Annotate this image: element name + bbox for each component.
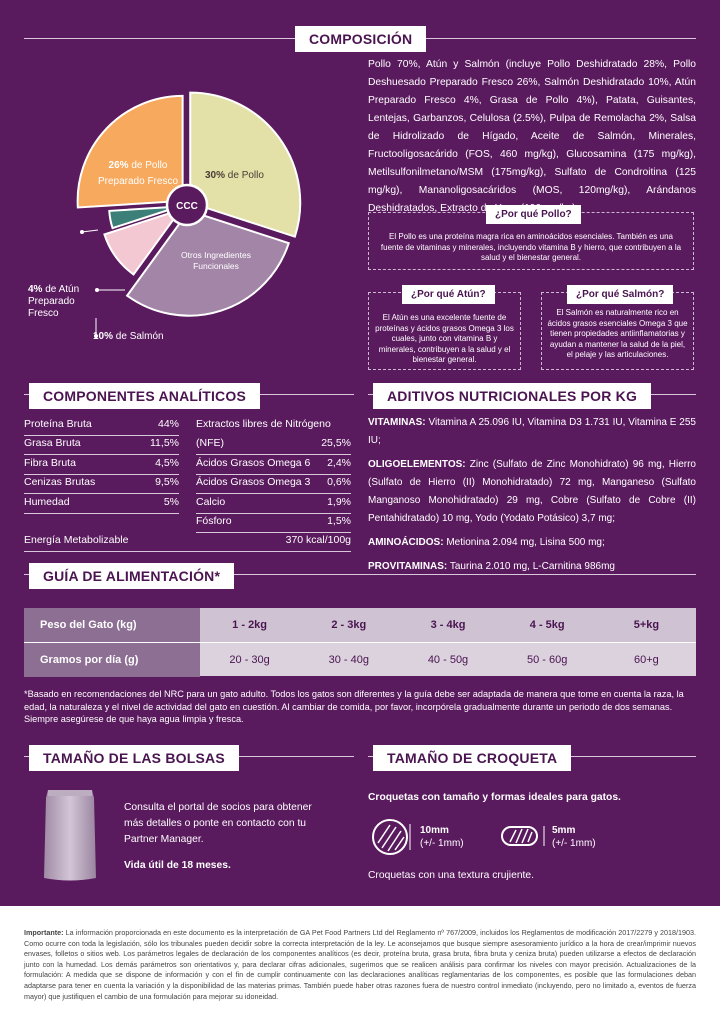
pie-label-chicken: 30% de Pollo [205,170,264,181]
bags-shelf-life: Vida útil de 18 meses. [124,860,231,871]
analytic-row: Grasa Bruta 11,5% [24,437,179,455]
analytic-nfe-line1: Extractos libres de Nitrógeno [196,418,331,430]
pie-label-salmon: 10% de Salmón [93,331,164,342]
pie-slice [76,94,184,209]
feeding-grams-cell: 20 - 30g [229,653,270,666]
pie-slice [125,209,290,317]
feeding-weight-cell: 5+kg [633,619,660,631]
feeding-grams-cell: 60+g [634,653,659,666]
why-salmon-title: ¿Por qué Salmón? [567,285,674,304]
pie-center-label: CCC [176,201,198,212]
why-tuna-title: ¿Por qué Atún? [402,285,495,304]
feeding-grams-header: Gramos por día (g) [24,642,200,677]
analytic-row: Ácidos Grasos Omega 3 0,6% [196,476,351,494]
kibble-title: TAMAÑO DE CROQUETA [373,745,572,771]
feeding-weight-cell: 2 - 3kg [331,619,367,631]
composition-pie-chart: CCC [76,91,302,317]
kibble-tol-1: (+/- 1mm) [420,838,464,849]
feeding-weight-cell: 3 - 4kg [430,619,466,631]
feeding-weight-cell: 4 - 5kg [529,619,565,631]
feeding-weight-header: Peso del Gato (kg) [24,608,200,642]
analytic-row: Humedad 5% [24,496,179,514]
kibble-tol-2: (+/- 1mm) [552,838,596,849]
kibble-round-icon [372,819,408,855]
composition-title: COMPOSICIÓN [295,26,427,52]
kibble-texture: Croquetas con una textura crujiente. [368,870,534,881]
feeding-grams-cell: 30 - 40g [328,653,369,666]
bags-text: Consulta el portal de socios para obtene… [124,802,312,845]
pie-center-badge [165,183,209,227]
kibble-oval-icon [501,826,538,846]
analytic-energy-row: Energía Metabolizable 370 kcal/100g [24,534,351,552]
section-rule [24,574,696,575]
legal-footer: Importante: La información proporcionada… [24,928,697,1001]
pie-slice [189,91,302,238]
analytic-row: Calcio 1,9% [196,496,351,514]
why-chicken-title: ¿Por qué Pollo? [486,205,581,224]
kibble-subtitle: Croquetas con tamaño y formas ideales pa… [368,792,621,803]
bag-icon [44,790,96,881]
analytic-row: Fibra Bruta 4,5% [24,457,179,475]
additives-title: ADITIVOS NUTRICIONALES POR KG [373,383,652,409]
analytic-row: Fósforo 1,5% [196,515,351,533]
why-chicken-text: El Pollo es una proteína magra rica en a… [380,232,682,262]
pie-label-tuna: 4% de Atún Preparado Fresco [28,284,80,319]
composition-text: Pollo 70%, Atún y Salmón (incluye Pollo … [368,59,696,214]
feeding-weight-row: Peso del Gato (kg) 1 - 2kg 2 - 3kg 3 - 4… [24,608,696,642]
pie-leader-lines [80,229,125,338]
analytic-row: Ácidos Grasos Omega 6 2,4% [196,457,351,475]
feeding-grams-row: Gramos por día (g) 20 - 30g 30 - 40g 40 … [24,642,696,677]
analytic-row: Proteína Bruta 44% [24,418,179,436]
feeding-weight-cell: 1 - 2kg [232,619,268,631]
analytic-row: Cenizas Brutas 9,5% [24,476,179,494]
feeding-title: GUÍA DE ALIMENTACIÓN* [29,563,235,589]
why-salmon-text: El Salmón es naturalmente rico en ácidos… [547,308,688,359]
kibble-size-1: 10mm [420,825,449,836]
feeding-grams-cell: 40 - 50g [427,653,469,666]
kibble-size-bracket [543,826,545,846]
pie-slice [103,207,184,276]
kibble-size-2: 5mm [552,825,576,836]
feeding-note: *Basado en recomendaciones del NRC para … [24,689,684,724]
analytic-row: (NFE) 25,5% [196,437,351,455]
feeding-grams-cell: 50 - 60g [527,653,568,666]
bags-title: TAMAÑO DE LAS BOLSAS [29,745,239,771]
additives-text: VITAMINAS: Vitamina A 25.096 IU, Vitamin… [368,417,696,572]
kibble-size-bracket [409,824,411,850]
why-tuna-text: El Atún es una excelente fuente de prote… [375,313,514,364]
pie-slice [108,205,180,230]
pie-label-fresh-chicken: 26% de Pollo Preparado Fresco [97,160,179,187]
analytics-title: COMPONENTES ANALÍTICOS [29,383,260,409]
pie-label-other: Otros Ingredientes Funcionales [181,250,251,271]
